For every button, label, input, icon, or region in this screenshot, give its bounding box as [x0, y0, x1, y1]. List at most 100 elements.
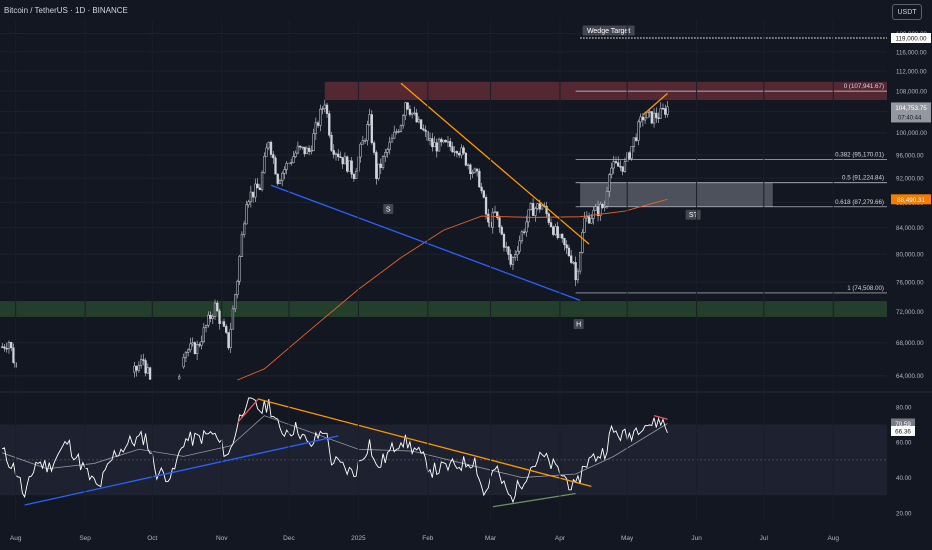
moving-average-line: [237, 198, 668, 381]
candle-body: [596, 206, 600, 216]
candle-body: [5, 348, 8, 350]
candle-body: [10, 342, 13, 349]
candle-body: [359, 143, 362, 158]
candle-body: [449, 141, 452, 147]
candle-body: [578, 252, 582, 272]
support-zone: [0, 301, 887, 317]
candle-body: [222, 321, 226, 327]
candle-body: [478, 170, 481, 188]
candle-body: [249, 191, 253, 203]
candle-body: [608, 174, 611, 192]
annotation-box: [383, 204, 394, 215]
candle-body: [370, 114, 373, 144]
candle-body: [637, 121, 640, 141]
candle-body: [260, 172, 264, 190]
rsi-top-trendline: [236, 399, 259, 424]
candle-body: [552, 226, 555, 235]
candle-body: [225, 326, 228, 333]
candle-body: [292, 156, 295, 163]
candle-body: [500, 226, 503, 235]
candle-body: [487, 213, 490, 223]
candle-body: [142, 359, 145, 361]
candle-body: [655, 112, 658, 119]
fib-level-label: 0.382 (95,170.01): [835, 152, 884, 159]
candle-body: [390, 137, 394, 143]
candle-body: [393, 131, 396, 139]
candle-body: [630, 146, 633, 159]
candle-body: [428, 138, 432, 141]
candle-body: [191, 342, 194, 345]
candle-body: [594, 206, 597, 211]
candle-body: [245, 204, 248, 225]
candle-body: [572, 262, 575, 264]
candle-body: [258, 187, 261, 190]
rsi-rally-trendline: [653, 415, 668, 420]
candle-body: [213, 302, 217, 317]
candle-body: [590, 218, 593, 224]
candle-body: [664, 108, 667, 115]
candle-body: [574, 262, 577, 281]
candle-body: [265, 147, 268, 157]
candle-body: [278, 180, 282, 184]
candle-body: [612, 161, 615, 169]
candle-body: [567, 247, 571, 257]
chart-title: Bitcoin / TetherUS · 1D · BINANCE: [4, 6, 128, 15]
candle-body: [446, 141, 450, 143]
candle-body: [381, 156, 385, 168]
candle-body: [525, 221, 528, 233]
candle-body: [281, 173, 284, 181]
candle-body: [520, 231, 524, 242]
candle-body: [547, 213, 550, 223]
candle-body: [386, 149, 389, 153]
candle-body: [236, 280, 239, 296]
candle-body: [601, 203, 604, 208]
price-tick-label: 92,000.00: [896, 176, 924, 183]
wedge-lower-trendline: [270, 184, 581, 301]
candle-body: [648, 111, 651, 113]
candle-body: [531, 203, 535, 216]
candle-body: [216, 302, 219, 312]
candle-body: [466, 164, 470, 166]
candle-body: [377, 163, 380, 179]
candle-body: [178, 376, 181, 380]
price-tick-label: 96,000.00: [896, 152, 924, 159]
candle-body: [482, 190, 485, 198]
wedge-upper-trendline: [400, 82, 590, 245]
candle-body: [211, 316, 214, 319]
candle-body: [361, 140, 365, 145]
candle-body: [585, 216, 589, 219]
price-tick-label: 112,000.00: [896, 69, 927, 76]
x-axis: Aug Sep Oct Nov Dec 2025 Feb Mar Apr May Jun Jul Aug: [10, 20, 839, 542]
annotation-box: [573, 319, 584, 330]
x-tick-label: Dec: [283, 535, 295, 542]
candle-body: [12, 347, 15, 363]
candle-body: [422, 128, 425, 131]
candle-body: [460, 147, 463, 156]
candle-body: [397, 131, 400, 133]
candle-body: [563, 238, 566, 246]
candle-body: [632, 137, 636, 147]
candle-body: [337, 153, 340, 158]
candle-body: [316, 122, 320, 126]
currency-unit-button[interactable]: USDT: [892, 4, 922, 20]
candle-body: [576, 270, 580, 281]
candle-body: [312, 133, 315, 151]
fib-level-label: 0.5 (91,224.84): [842, 175, 884, 182]
price-axis-label: 88,490.31: [897, 197, 926, 204]
candle-body: [247, 201, 250, 206]
candle-body: [475, 168, 479, 172]
candle-body: [137, 365, 141, 371]
candle-body: [529, 203, 533, 211]
candle-body: [330, 134, 333, 151]
candle-body: [444, 139, 447, 143]
candle-body: [643, 117, 647, 121]
fib-level-label: 0.618 (87,279.66): [835, 199, 884, 206]
candle-body: [182, 356, 185, 368]
candle-body: [1, 346, 4, 348]
candle-body: [505, 246, 508, 248]
price-tick-label: 100,000.00: [896, 130, 928, 137]
candle-body: [263, 156, 266, 174]
candle-body: [269, 141, 273, 155]
x-tick-label: May: [621, 535, 634, 542]
candle-body: [619, 166, 622, 168]
